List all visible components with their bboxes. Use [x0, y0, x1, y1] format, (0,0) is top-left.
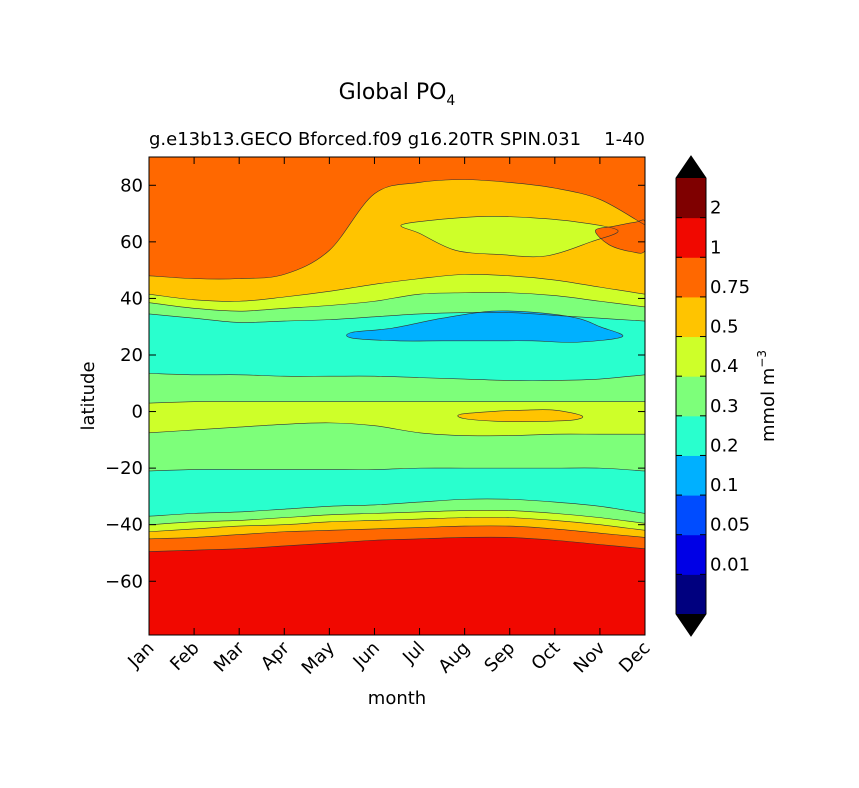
colorbar-swatch	[676, 415, 706, 456]
colorbar-swatch	[676, 495, 706, 536]
contour-patch-0.75-1-line	[595, 219, 645, 254]
contour-patch-0.1-0.2	[346, 310, 623, 343]
contour-fills	[149, 157, 645, 635]
y-tick-label: 0	[132, 402, 143, 423]
colorbar-swatch	[676, 257, 706, 298]
contour-line-b03_south_top	[149, 422, 645, 437]
chart-subtitle-left: g.e13b13.GECO Bforced.f09 g16.20TR SPIN.…	[149, 129, 581, 150]
x-tick-label: Oct	[527, 638, 564, 675]
contour-line-b075_orange_top	[149, 525, 645, 540]
contour-line-b10_red_top	[149, 536, 645, 552]
colorbar-swatch	[676, 336, 706, 377]
contour-patch-0.1-0.2-line	[346, 310, 624, 343]
x-tick-label: Jun	[349, 638, 384, 673]
contour-line-b04_eq_top	[149, 401, 645, 404]
colorbar-tick-label: 0.75	[710, 277, 750, 298]
colorbar-tick-label: 0.2	[710, 435, 739, 456]
x-tick-label: Mar	[210, 637, 249, 676]
colorbar-swatch	[676, 376, 706, 417]
y-tick-label: 60	[120, 232, 143, 253]
x-axis-label: month	[368, 688, 426, 709]
x-tick-label: Jan	[123, 638, 158, 673]
y-tick-label: −40	[105, 515, 143, 536]
x-tick-label: Aug	[434, 638, 474, 678]
y-tick-label: −60	[105, 571, 143, 592]
y-tick-label: 20	[120, 345, 143, 366]
colorbar-swatch	[676, 296, 706, 338]
contour-line-b02_north_top	[149, 311, 645, 323]
contour-band-1-2	[149, 537, 645, 635]
colorbar-tick-label: 1	[710, 237, 721, 258]
contour-patch-0.4-0.5-line	[400, 216, 619, 258]
colorbar-tick-label: 0.05	[710, 515, 750, 536]
contour-patch-0.5-0.75	[457, 409, 583, 422]
colorbar-outline	[675, 155, 707, 637]
colorbar-swatch	[676, 534, 706, 575]
y-tick-label: 40	[120, 288, 143, 309]
y-axis: 80 60 40 20 0 −20 −40 −60	[105, 175, 645, 592]
contour-lines	[149, 179, 645, 552]
colorbar-tick-label: 0.4	[710, 356, 739, 377]
contour-line-b03_green_top	[149, 498, 645, 517]
colorbar-tick-label: 0.5	[710, 317, 739, 338]
x-tick-label: Apr	[257, 637, 294, 674]
contour-patch-0.4-0.5	[400, 216, 619, 257]
colorbar-tick-label: 0.1	[710, 475, 739, 496]
plot-area	[149, 157, 645, 635]
contour-line-b03_mid_top	[149, 292, 645, 312]
colorbar-label: mmol m−3	[755, 350, 779, 442]
plot-frame	[148, 156, 646, 636]
chart-title: Global PO4	[339, 80, 456, 109]
x-tick-label: Nov	[570, 637, 610, 677]
colorbar-tick-label: 2	[710, 198, 721, 219]
y-tick-label: −20	[105, 458, 143, 479]
colorbar: 0.01 0.05 0.1 0.2 0.3 0.4 0.5 0.75 1 2	[675, 155, 750, 637]
x-tick-label: May	[298, 637, 339, 678]
contour-line-b02_south_top	[149, 467, 645, 472]
contour-patch-0.75-1	[595, 219, 645, 254]
contour-line-b04_mid_top	[149, 273, 645, 302]
colorbar-swatch	[676, 178, 706, 219]
x-tick-label: Feb	[166, 638, 203, 675]
colorbar-tick-label: 0.01	[710, 554, 750, 575]
colorbar-extend-max	[676, 156, 706, 178]
x-tick-label: Sep	[480, 638, 519, 677]
y-axis-label: latitude	[78, 361, 99, 430]
x-tick-label: Dec	[615, 638, 654, 677]
colorbar-extend-min	[676, 614, 706, 636]
contour-line-b04_lime_top	[149, 509, 645, 525]
chart-subtitle-right: 1-40	[604, 129, 645, 150]
colorbar-swatch	[676, 217, 706, 258]
x-tick-label: Jul	[398, 638, 429, 669]
y-tick-label: 80	[120, 175, 143, 196]
contour-patch-0.5-0.75-line	[457, 409, 584, 423]
contour-line-b03_north_top	[149, 373, 645, 381]
contour-line-b05_yellow_top	[149, 517, 645, 533]
colorbar-swatch	[676, 574, 706, 615]
colorbar-tick-label: 0.3	[710, 396, 739, 417]
colorbar-swatch	[676, 455, 706, 496]
chart-title-subscript: 4	[446, 93, 455, 109]
colorbar-label-exponent: −3	[755, 350, 769, 368]
contour-line-b05_north_top	[149, 179, 645, 280]
